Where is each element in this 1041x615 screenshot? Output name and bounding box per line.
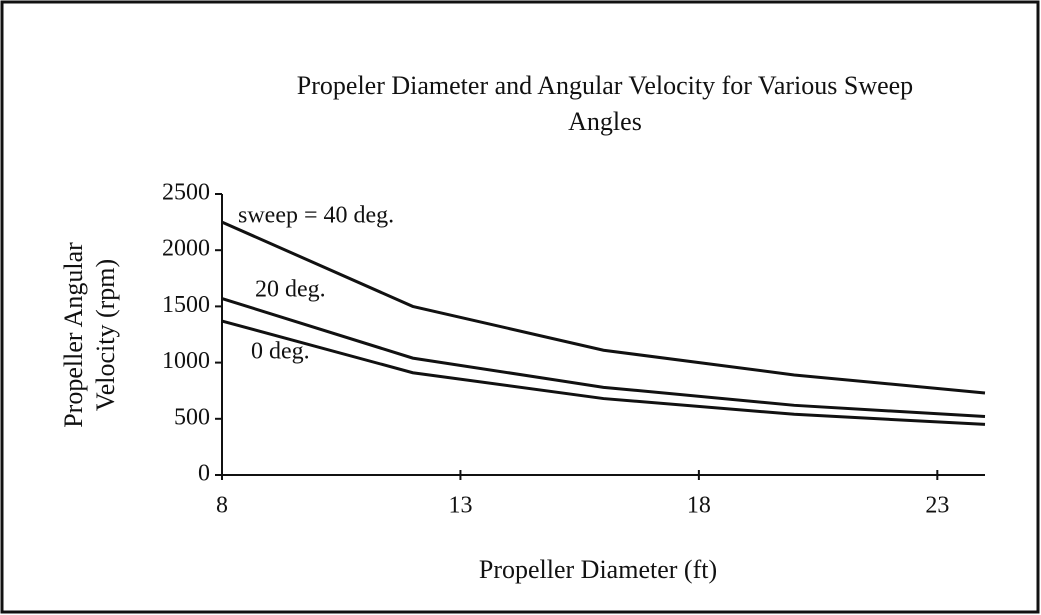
y-tick-label: 0	[198, 461, 210, 487]
y-axis-label: Propeller Angular	[59, 242, 88, 428]
x-tick-label: 18	[687, 493, 711, 519]
y-tick-label: 2000	[162, 236, 210, 262]
y-axis-label: Velocity (rpm)	[91, 259, 120, 411]
series-label: 0 deg.	[251, 339, 310, 365]
series-label: sweep = 40 deg.	[238, 203, 394, 229]
series-line	[221, 319, 986, 426]
series-line	[221, 297, 986, 419]
x-tick-label: 13	[448, 493, 472, 519]
chart-title: Angles	[568, 107, 642, 136]
series-label: 20 deg.	[255, 277, 326, 303]
y-tick-label: 2500	[162, 180, 210, 206]
y-tick-label: 1000	[162, 348, 210, 374]
x-tick-label: 8	[216, 493, 228, 519]
y-tick-label: 1500	[162, 292, 210, 318]
x-tick-label: 23	[925, 493, 949, 519]
series-line	[221, 220, 986, 395]
x-axis-label: Propeller Diameter (ft)	[479, 555, 717, 584]
y-tick-label: 500	[174, 404, 210, 430]
chart-title: Propeler Diameter and Angular Velocity f…	[297, 71, 913, 100]
